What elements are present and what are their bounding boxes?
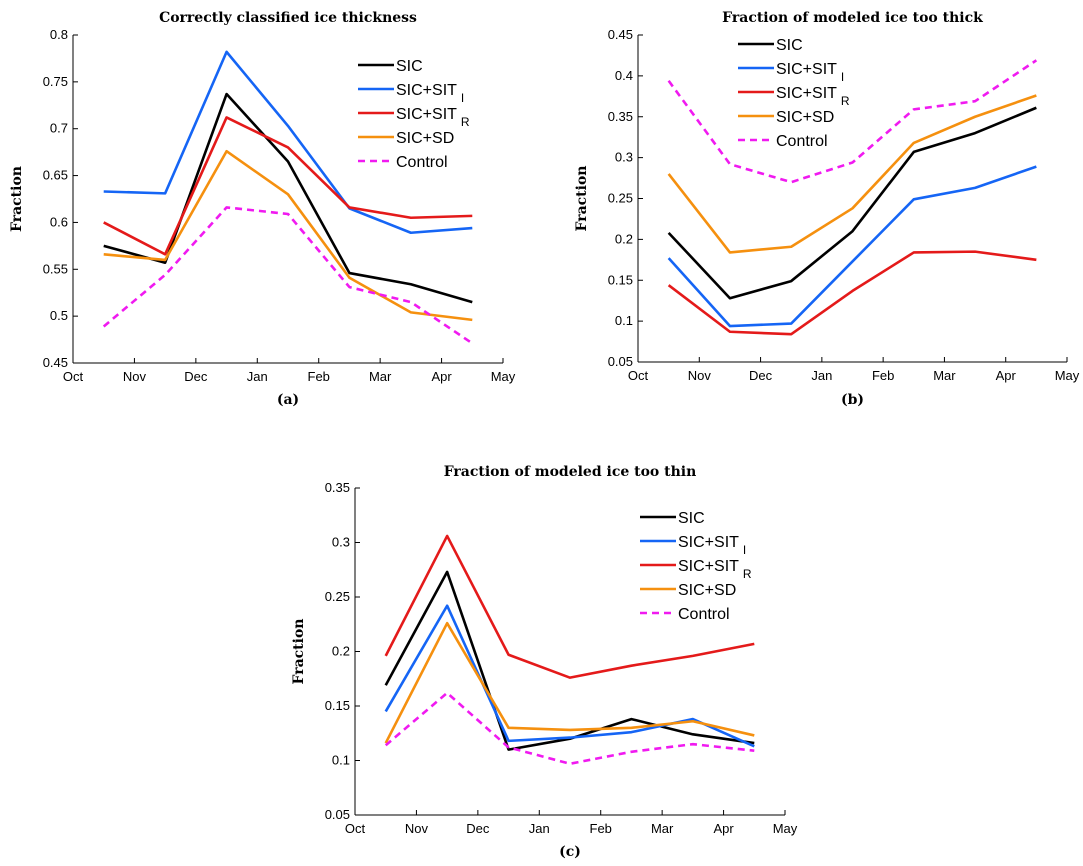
y-tick-label: 0.05 bbox=[325, 807, 350, 822]
y-tick-label: 0.4 bbox=[615, 68, 633, 83]
y-tick-label: 0.7 bbox=[50, 121, 68, 136]
series-line-sic-sd bbox=[669, 95, 1037, 252]
chart-title: Correctly classified ice thickness bbox=[159, 10, 417, 26]
series-line-sic-sd bbox=[386, 623, 755, 743]
y-axis-label: Fraction bbox=[574, 166, 590, 232]
x-tick-label: Nov bbox=[405, 821, 429, 836]
panel-caption: (c) bbox=[559, 844, 581, 860]
chart-panel-2: Fraction of modeled ice too thin 0.05 0.1 0… bbox=[291, 464, 798, 860]
legend-subscript: R bbox=[461, 115, 470, 129]
x-tick-label: Oct bbox=[63, 369, 84, 384]
series-line-control bbox=[386, 693, 755, 764]
legend-label: SIC+SIT R bbox=[678, 558, 752, 581]
series-line-sic-sd bbox=[104, 151, 473, 320]
y-tick-label: 0.25 bbox=[325, 589, 350, 604]
y-tick-label: 0.1 bbox=[615, 313, 633, 328]
x-tick-label: Oct bbox=[345, 821, 366, 836]
y-tick-label: 0.8 bbox=[50, 27, 68, 42]
series-line-sic bbox=[669, 108, 1037, 298]
legend-subscript: I bbox=[841, 70, 844, 84]
x-tick-label: Dec bbox=[184, 369, 208, 384]
series-line-control bbox=[669, 60, 1037, 182]
legend-subscript: R bbox=[841, 94, 850, 108]
legend-label: Control bbox=[678, 606, 730, 623]
legend-subscript: R bbox=[743, 567, 752, 581]
y-tick-label: 0.6 bbox=[50, 214, 68, 229]
y-axis-label: Fraction bbox=[9, 166, 25, 232]
panel-caption: (b) bbox=[841, 392, 864, 408]
x-tick-label: Oct bbox=[628, 368, 649, 383]
x-tick-label: Dec bbox=[749, 368, 773, 383]
x-tick-label: Nov bbox=[123, 369, 147, 384]
legend-label: SIC+SIT R bbox=[776, 85, 850, 108]
x-tick-label: Apr bbox=[996, 368, 1017, 383]
x-tick-label: Nov bbox=[688, 368, 712, 383]
x-tick-label: May bbox=[491, 369, 516, 384]
y-axis-label: Fraction bbox=[291, 619, 307, 685]
y-tick-label: 0.35 bbox=[608, 109, 633, 124]
x-tick-label: Jan bbox=[247, 369, 268, 384]
legend-label: Control bbox=[776, 133, 828, 150]
legend-label: Control bbox=[396, 154, 448, 171]
x-tick-label: Mar bbox=[651, 821, 674, 836]
legend-label: SIC+SIT I bbox=[776, 61, 844, 84]
series-line-control bbox=[104, 207, 473, 343]
chart-title: Fraction of modeled ice too thick bbox=[722, 10, 983, 26]
y-tick-label: 0.2 bbox=[332, 644, 350, 659]
x-tick-label: May bbox=[773, 821, 798, 836]
x-tick-label: Feb bbox=[308, 369, 330, 384]
y-tick-label: 0.15 bbox=[608, 272, 633, 287]
legend-label: SIC bbox=[396, 58, 423, 75]
x-tick-label: Feb bbox=[590, 821, 612, 836]
x-tick-label: Apr bbox=[713, 821, 734, 836]
chart-title: Fraction of modeled ice too thin bbox=[444, 464, 697, 480]
x-tick-label: Dec bbox=[466, 821, 490, 836]
legend-label: SIC+SD bbox=[396, 130, 454, 147]
y-tick-label: 0.05 bbox=[608, 354, 633, 369]
y-tick-label: 0.35 bbox=[325, 480, 350, 495]
x-tick-label: Feb bbox=[872, 368, 894, 383]
y-tick-label: 0.3 bbox=[615, 150, 633, 165]
chart-panel-1: Fraction of modeled ice too thick 0.05 0.1… bbox=[574, 10, 1080, 408]
y-tick-label: 0.3 bbox=[332, 535, 350, 550]
x-tick-label: Mar bbox=[933, 368, 956, 383]
y-tick-label: 0.45 bbox=[43, 355, 68, 370]
x-tick-label: Apr bbox=[431, 369, 452, 384]
y-tick-label: 0.55 bbox=[43, 261, 68, 276]
legend-label: SIC+SIT R bbox=[396, 106, 470, 129]
y-tick-label: 0.75 bbox=[43, 74, 68, 89]
y-tick-label: 0.45 bbox=[608, 27, 633, 42]
panel-caption: (a) bbox=[277, 392, 299, 408]
chart-panel-0: Correctly classified ice thickness 0.45 0.… bbox=[9, 10, 516, 408]
legend-subscript: I bbox=[461, 91, 464, 105]
x-tick-label: Jan bbox=[811, 368, 832, 383]
legend-label: SIC bbox=[678, 510, 705, 527]
y-tick-label: 0.15 bbox=[325, 698, 350, 713]
y-tick-label: 0.25 bbox=[608, 191, 633, 206]
y-tick-label: 0.1 bbox=[332, 753, 350, 768]
x-tick-label: Jan bbox=[529, 821, 550, 836]
legend-label: SIC+SD bbox=[678, 582, 736, 599]
legend-label: SIC+SIT I bbox=[678, 534, 746, 557]
legend-label: SIC bbox=[776, 37, 803, 54]
legend-label: SIC+SIT I bbox=[396, 82, 464, 105]
y-tick-label: 0.2 bbox=[615, 231, 633, 246]
legend-subscript: I bbox=[743, 543, 746, 557]
legend-label: SIC+SD bbox=[776, 109, 834, 126]
series-line-sic-sit-i bbox=[386, 606, 755, 747]
x-tick-label: May bbox=[1055, 368, 1080, 383]
x-tick-label: Mar bbox=[369, 369, 392, 384]
y-tick-label: 0.5 bbox=[50, 308, 68, 323]
y-tick-label: 0.65 bbox=[43, 168, 68, 183]
